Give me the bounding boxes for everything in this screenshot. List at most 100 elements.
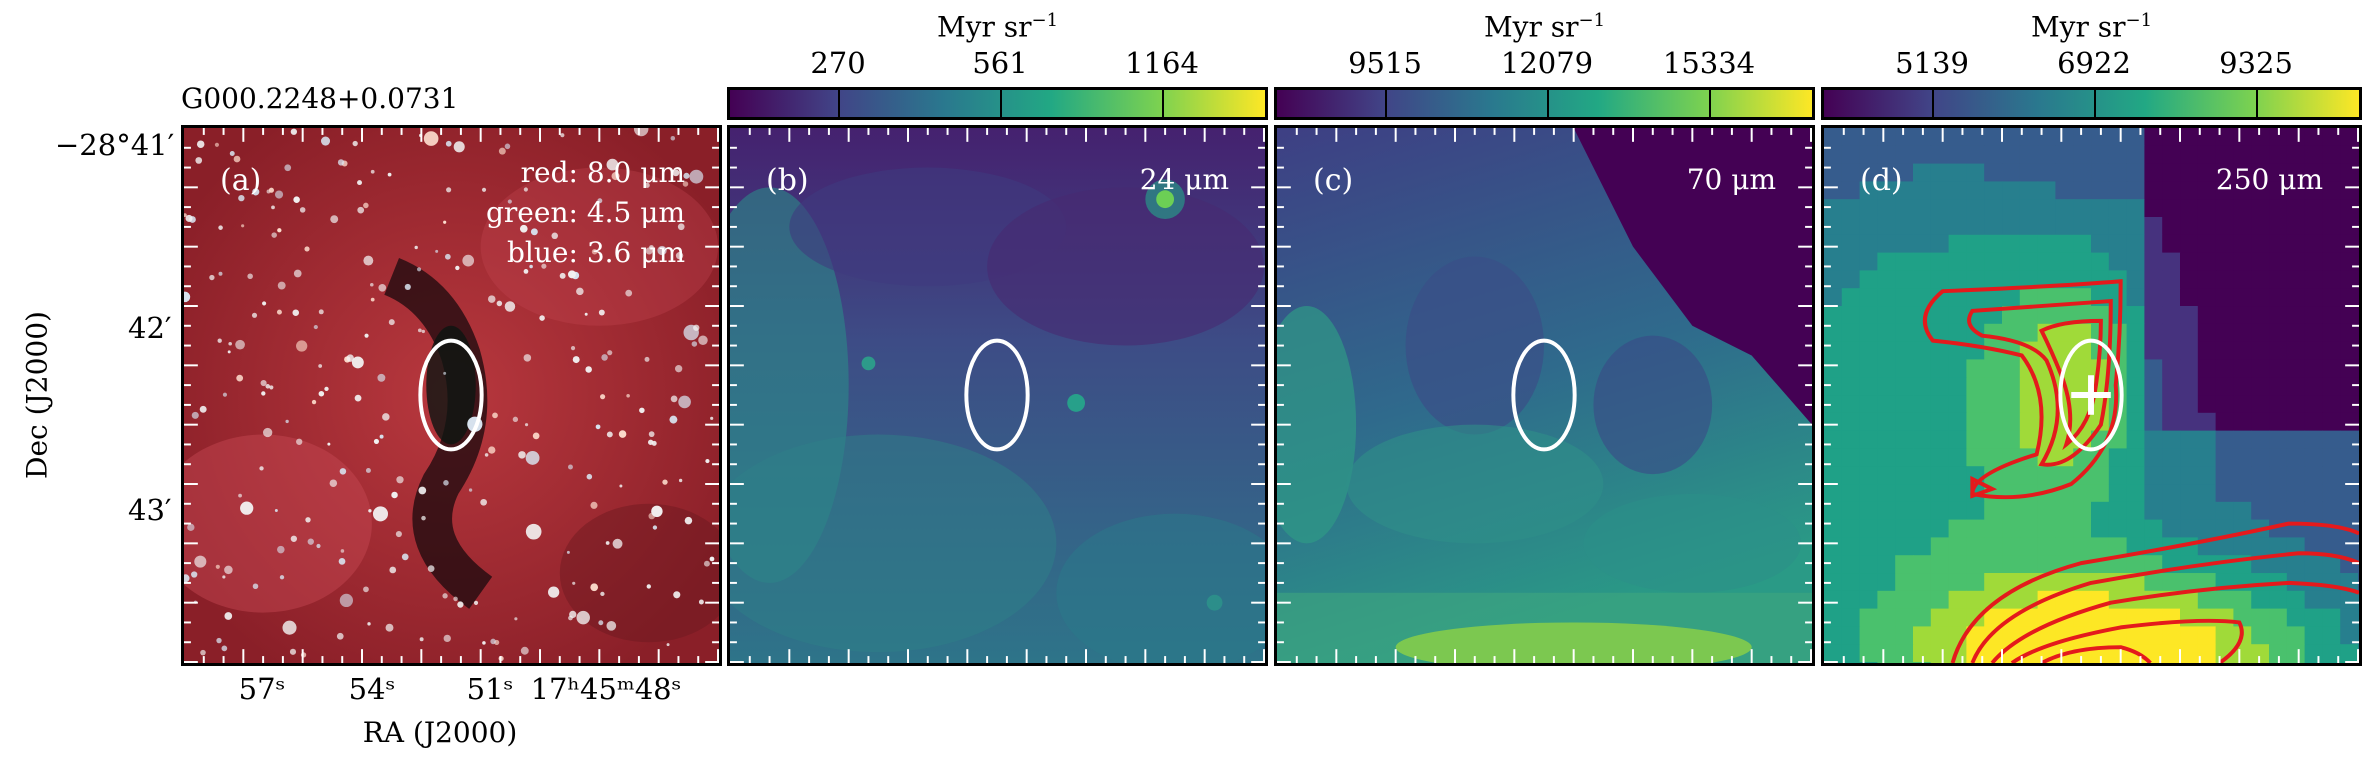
- map-pixel: [2269, 217, 2288, 236]
- star-point: [462, 254, 475, 267]
- map-pixel: [2304, 359, 2323, 378]
- star-point: [196, 140, 205, 148]
- map-pixel: [1948, 234, 1967, 254]
- map-pixel: [2019, 501, 2039, 521]
- map-pixel: [2126, 412, 2145, 432]
- star-point: [423, 131, 439, 146]
- star-point: [370, 297, 375, 302]
- map-pixel: [1930, 145, 1950, 165]
- star-point: [481, 187, 487, 192]
- map-pixel: [1984, 270, 2003, 289]
- map-pixel: [2002, 288, 2021, 307]
- star-point: [488, 446, 496, 454]
- map-pixel: [2233, 341, 2252, 360]
- map-pixel: [2322, 359, 2341, 378]
- map-pixel: [1859, 430, 1878, 449]
- map-pixel: [2251, 181, 2270, 200]
- map-pixel: [2180, 163, 2199, 182]
- star-point: [606, 620, 617, 631]
- map-pixel: [1859, 234, 1878, 254]
- map-pixel: [2304, 163, 2323, 182]
- map-pixel: [1877, 359, 1896, 378]
- star-point: [518, 451, 526, 459]
- map-pixel: [2304, 412, 2323, 432]
- map-pixel: [1877, 430, 1896, 449]
- star-point: [292, 309, 300, 316]
- map-pixel: [1877, 199, 1896, 218]
- map-pixel: [1859, 128, 1878, 147]
- map-pixel: [2215, 430, 2234, 449]
- map-pixel: [1913, 288, 1932, 307]
- map-pixel: [1824, 377, 1843, 396]
- map-pixel: [2126, 323, 2145, 343]
- map-pixel: [2233, 359, 2252, 378]
- map-pixel: [2286, 217, 2306, 236]
- map-pixel: [2108, 128, 2128, 147]
- map-pixel: [2286, 234, 2306, 254]
- contour-level: [1967, 298, 2113, 467]
- map-pixel: [2269, 466, 2288, 485]
- map-pixel: [2340, 181, 2359, 200]
- star-point: [290, 535, 298, 542]
- star-point: [277, 228, 282, 233]
- star-point: [625, 289, 633, 297]
- map-pixel: [2358, 288, 2359, 307]
- map-pixel: [2019, 555, 2039, 574]
- map-pixel: [2180, 662, 2199, 663]
- star-point: [453, 141, 465, 153]
- map-pixel: [2037, 501, 2056, 521]
- map-pixel: [1841, 484, 1861, 503]
- star-point: [612, 538, 623, 549]
- map-pixel: [2073, 395, 2092, 414]
- map-pixel: [1966, 555, 1985, 574]
- map-pixel: [2340, 270, 2359, 289]
- map-pixel: [2340, 412, 2359, 432]
- map-pixel: [2340, 359, 2359, 378]
- star-point: [443, 634, 451, 643]
- map-pixel: [2251, 359, 2270, 378]
- map-pixel: [1966, 573, 1985, 592]
- map-pixel: [1877, 181, 1896, 200]
- star-point: [444, 253, 451, 260]
- star-point: [446, 187, 452, 193]
- map-pixel: [2233, 590, 2252, 610]
- map-pixel: [2304, 644, 2323, 663]
- star-point: [229, 151, 235, 156]
- map-pixel: [1930, 555, 1950, 574]
- contour-level: [2040, 645, 2152, 663]
- star-point: [532, 432, 540, 440]
- star-point: [378, 283, 387, 292]
- map-pixel: [2286, 484, 2306, 503]
- map-pixel: [2180, 199, 2199, 218]
- star-point: [541, 263, 547, 269]
- map-pixel: [2269, 626, 2288, 645]
- map-pixel: [2251, 145, 2270, 165]
- map-pixel: [2126, 341, 2145, 360]
- map-pixel: [2233, 466, 2252, 485]
- star-point: [191, 571, 198, 578]
- map-pixel: [2340, 252, 2359, 271]
- map-pixel: [1948, 573, 1967, 592]
- star-point: [191, 411, 199, 419]
- map-pixel: [2037, 145, 2056, 165]
- map-pixel: [2108, 448, 2128, 467]
- map-pixel: [2180, 448, 2199, 467]
- map-pixel: [1895, 234, 1914, 254]
- map-pixel: [1913, 395, 1932, 414]
- map-pixel: [1930, 430, 1950, 449]
- map-pixel: [2251, 395, 2270, 414]
- map-pixel: [2126, 199, 2145, 218]
- star-point: [498, 655, 504, 662]
- map-pixel: [2269, 412, 2288, 432]
- map-pixel: [1859, 501, 1878, 521]
- map-pixel: [2251, 484, 2270, 503]
- map-pixel: [1841, 288, 1861, 307]
- map-pixel: [2197, 626, 2217, 645]
- map-pixel: [2073, 359, 2092, 378]
- star-point: [443, 480, 449, 486]
- map-pixel: [2340, 395, 2359, 414]
- map-pixel: [2144, 448, 2163, 467]
- map-pixel: [1930, 217, 1950, 236]
- map-pixel: [2002, 466, 2021, 485]
- map-pixel: [1841, 466, 1861, 485]
